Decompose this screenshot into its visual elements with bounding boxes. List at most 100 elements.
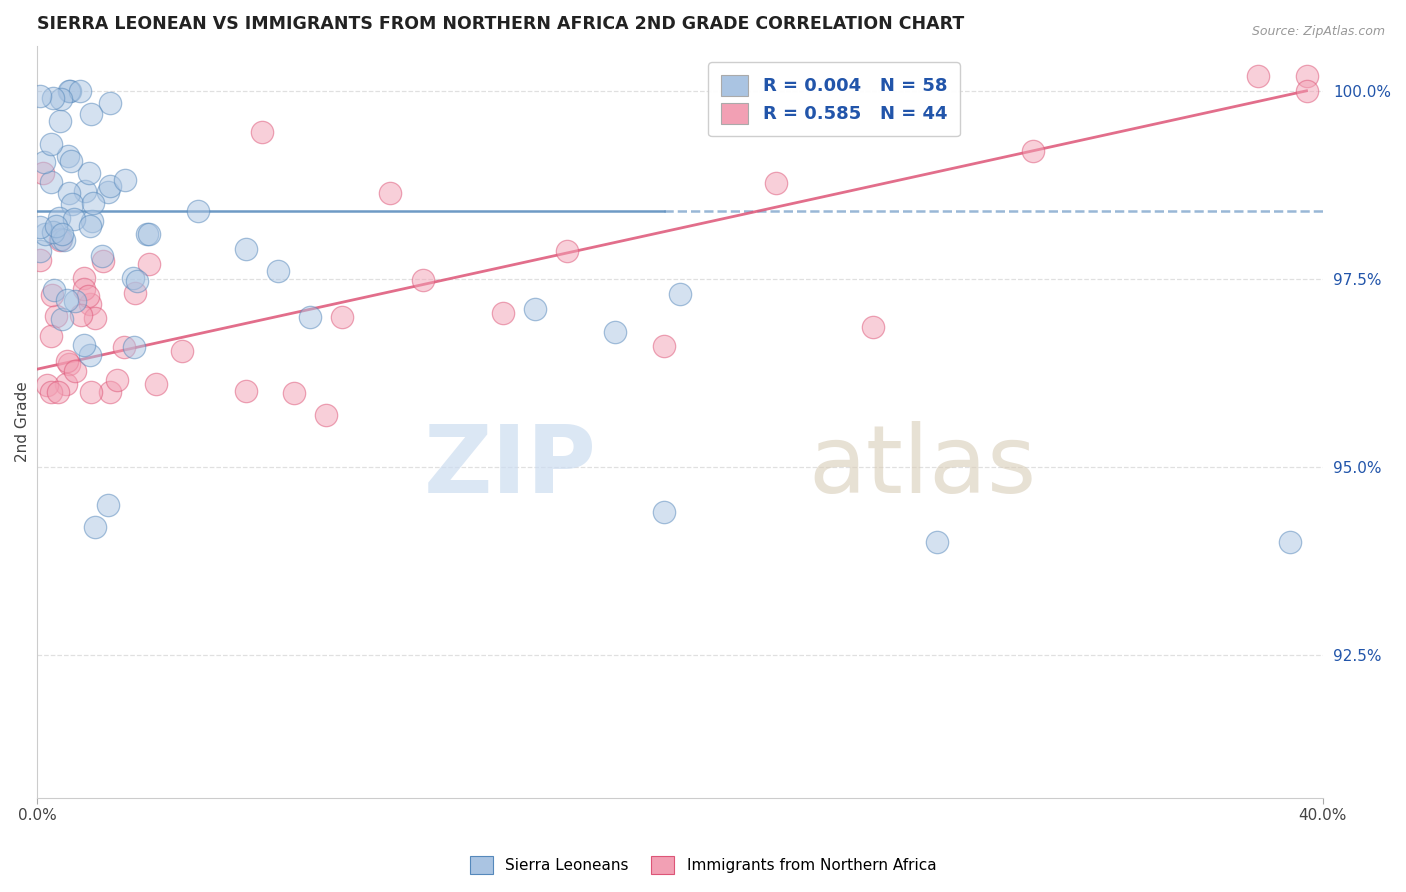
Point [1279, 535, 1302, 549]
Point [79, 297, 101, 311]
Point [124, 286, 146, 301]
Point [56, 293, 79, 307]
Point [58, 186, 80, 201]
Point [45, 219, 67, 233]
Point [100, 179, 122, 194]
Point [91, 254, 114, 268]
Point [49, 91, 72, 105]
Point [49, 233, 72, 247]
Point [90, 249, 112, 263]
Point [41, 287, 63, 301]
Point [39, 328, 62, 343]
Point [82, 196, 104, 211]
Point [30, 253, 52, 268]
Point [112, 340, 135, 354]
Legend: Sierra Leoneans, Immigrants from Northern Africa: Sierra Leoneans, Immigrants from Norther… [464, 850, 942, 880]
Text: atlas: atlas [808, 421, 1036, 513]
Point [267, 264, 290, 278]
Legend: R = 0.004   N = 58, R = 0.585   N = 44: R = 0.004 N = 58, R = 0.585 N = 44 [709, 62, 960, 136]
Point [1295, 69, 1317, 83]
Point [235, 384, 257, 399]
Point [42, 91, 65, 105]
Point [39, 136, 62, 151]
Point [127, 274, 149, 288]
Text: Source: ZipAtlas.com: Source: ZipAtlas.com [1251, 25, 1385, 38]
Point [73, 338, 96, 352]
Point [121, 271, 143, 285]
Point [138, 257, 160, 271]
Point [79, 219, 101, 233]
Point [235, 242, 257, 256]
Point [77, 166, 100, 180]
Point [80, 106, 103, 120]
Point [69, 308, 91, 322]
Point [862, 320, 884, 334]
Point [1247, 69, 1270, 83]
Point [41, 384, 63, 399]
Point [58, 357, 80, 371]
Point [1295, 84, 1317, 98]
Text: SIERRA LEONEAN VS IMMIGRANTS FROM NORTHERN AFRICA 2ND GRADE CORRELATION CHART: SIERRA LEONEAN VS IMMIGRANTS FROM NORTHE… [37, 15, 965, 33]
Point [32, 165, 55, 179]
Point [58, 84, 80, 98]
Point [30, 244, 52, 258]
Point [652, 505, 675, 519]
Point [51, 227, 73, 241]
Point [45, 309, 67, 323]
Point [56, 354, 79, 368]
Point [49, 232, 72, 246]
Point [145, 377, 167, 392]
Point [83, 520, 105, 534]
Point [63, 364, 86, 378]
Point [59, 153, 82, 168]
Point [668, 287, 690, 301]
Point [80, 384, 103, 399]
Point [925, 535, 948, 549]
Point [330, 310, 353, 325]
Point [299, 310, 322, 324]
Point [37, 378, 59, 392]
Point [69, 84, 91, 98]
Point [39, 175, 62, 189]
Point [73, 283, 96, 297]
Point [73, 184, 96, 198]
Point [380, 186, 402, 200]
Point [524, 301, 547, 316]
Point [138, 227, 160, 241]
Point [170, 343, 193, 358]
Point [1022, 144, 1045, 158]
Point [42, 226, 65, 240]
Point [48, 211, 70, 226]
Point [98, 384, 121, 399]
Y-axis label: 2nd Grade: 2nd Grade [15, 382, 30, 462]
Point [63, 293, 86, 308]
Point [605, 325, 627, 339]
Point [97, 185, 120, 199]
Point [555, 244, 578, 259]
Point [82, 214, 104, 228]
Point [765, 176, 787, 190]
Point [98, 95, 121, 110]
Point [58, 149, 80, 163]
Point [63, 211, 86, 226]
Point [48, 114, 70, 128]
Point [62, 196, 84, 211]
Point [44, 283, 66, 297]
Point [315, 408, 337, 422]
Point [46, 384, 69, 399]
Point [187, 204, 209, 219]
Point [51, 312, 73, 326]
Point [59, 84, 82, 98]
Point [52, 233, 75, 247]
Point [492, 306, 515, 320]
Point [34, 227, 56, 242]
Point [32, 155, 55, 169]
Point [72, 271, 94, 285]
Point [76, 289, 98, 303]
Point [30, 220, 52, 235]
Point [84, 310, 107, 325]
Point [136, 227, 159, 241]
Point [105, 373, 128, 387]
Point [97, 498, 120, 512]
Point [652, 338, 675, 352]
